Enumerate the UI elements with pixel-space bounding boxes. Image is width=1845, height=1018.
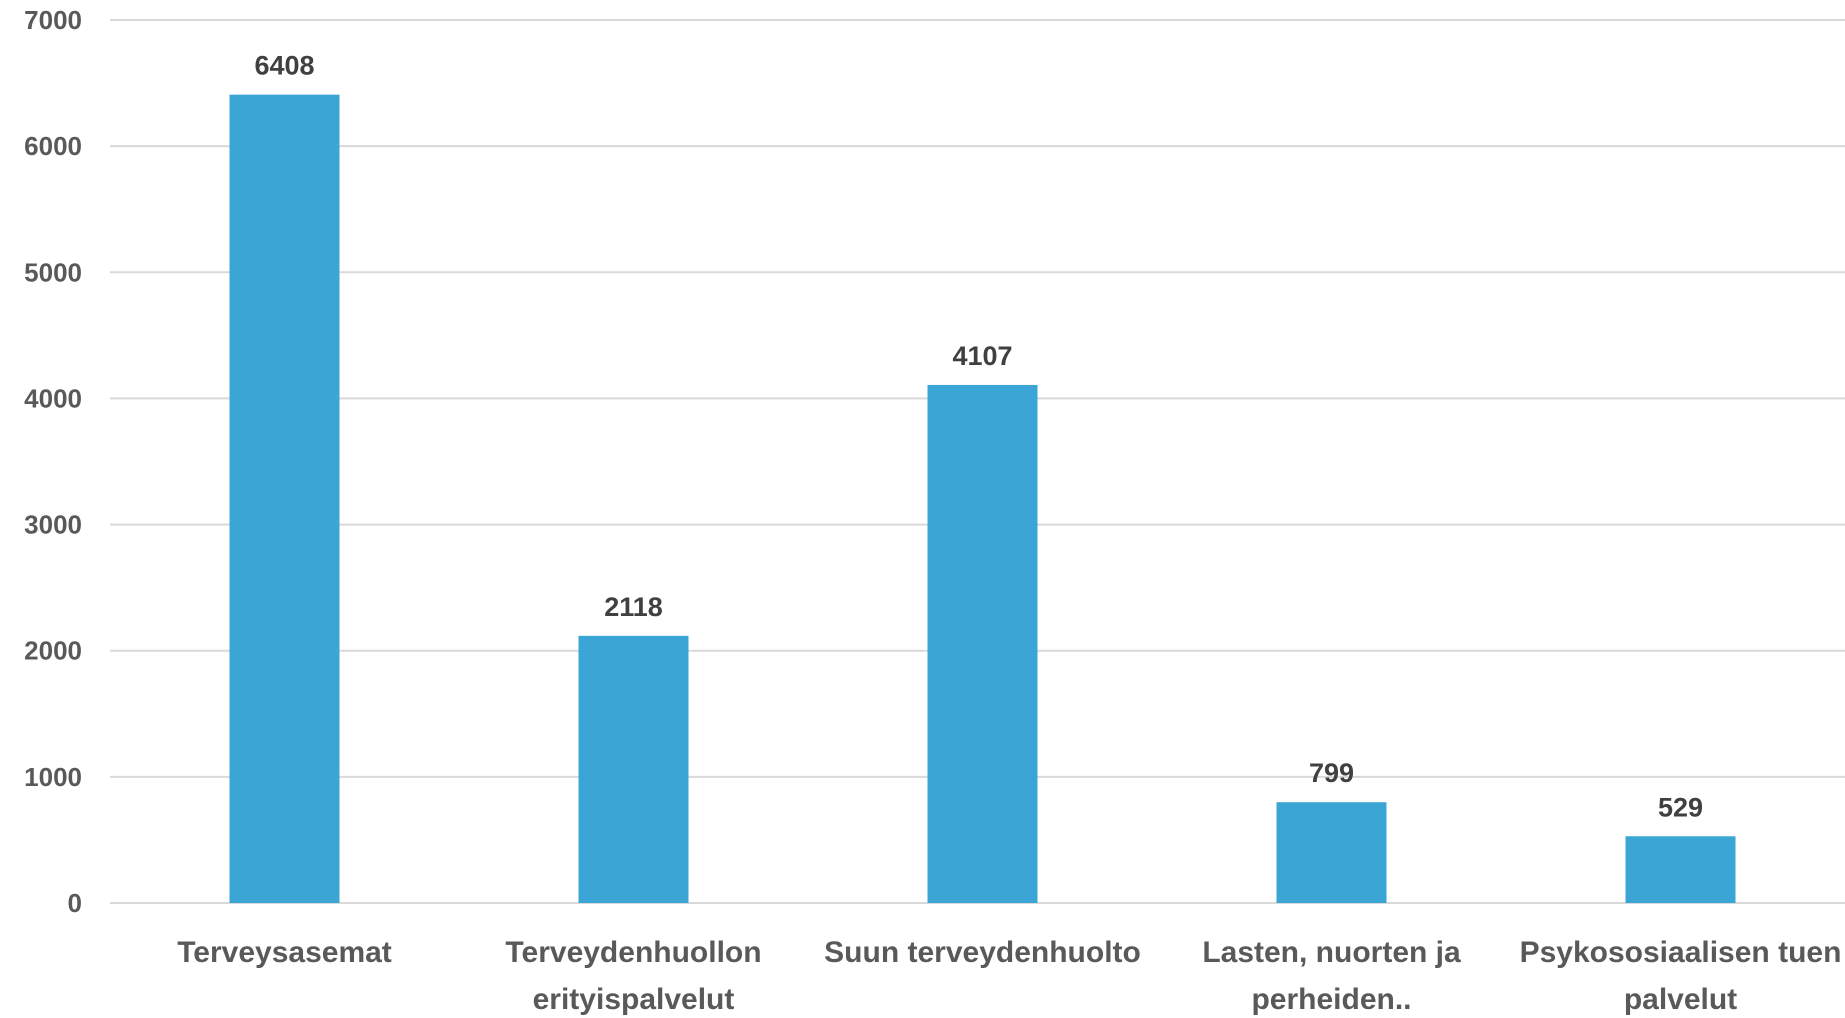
y-tick-label: 6000 xyxy=(24,131,82,161)
x-category-label: Lasten, nuorten ja perheiden.. xyxy=(1202,936,1461,1016)
x-category-label: Terveysasemat xyxy=(177,936,392,969)
bar xyxy=(1625,836,1736,903)
bar xyxy=(229,94,340,903)
data-label: 6408 xyxy=(254,51,314,81)
data-labels: 6408 2118 4107 799 529 xyxy=(254,51,1703,823)
x-category-label: Suun terveydenhuolto xyxy=(824,936,1141,969)
bars xyxy=(229,94,1736,903)
y-tick-label: 7000 xyxy=(24,5,82,35)
y-tick-label: 2000 xyxy=(24,636,82,666)
data-label: 4107 xyxy=(952,341,1012,371)
data-label: 529 xyxy=(1658,792,1703,822)
y-tick-label: 5000 xyxy=(24,257,82,287)
y-tick-label: 1000 xyxy=(24,762,82,792)
y-axis-ticks: 0 1000 2000 3000 4000 5000 6000 7000 xyxy=(24,5,82,918)
x-category-label: Terveydenhuollon erityispalvelut xyxy=(505,936,761,1016)
bar xyxy=(927,384,1038,903)
y-tick-label: 3000 xyxy=(24,510,82,540)
y-tick-label: 4000 xyxy=(24,383,82,413)
y-tick-label: 0 xyxy=(68,888,82,918)
data-label: 2118 xyxy=(604,592,663,622)
bar xyxy=(1276,802,1387,903)
category-labels: Terveysasemat Terveydenhuollon erityispalv… xyxy=(177,936,1841,1016)
data-label: 799 xyxy=(1309,758,1354,788)
bar xyxy=(578,635,689,903)
x-category-label: Psykososiaalisen tuen palvelut xyxy=(1520,936,1842,1016)
